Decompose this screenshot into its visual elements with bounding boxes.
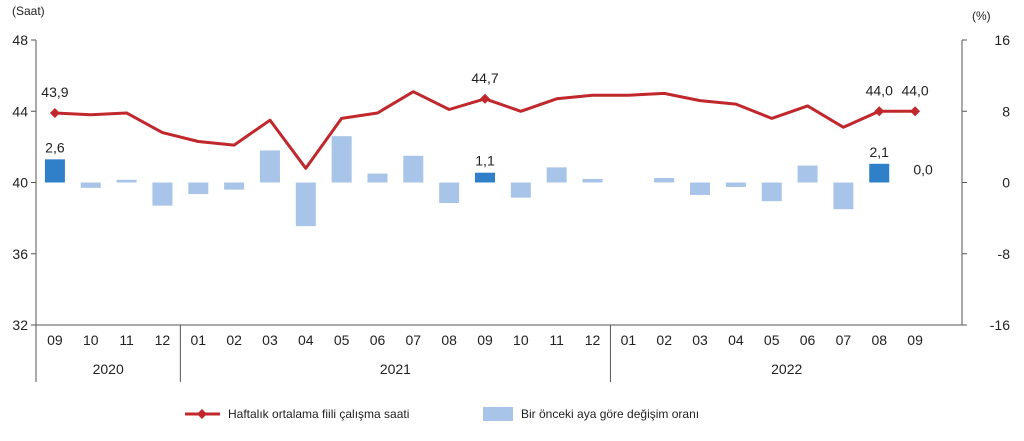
bar-data-label: 0,0	[913, 162, 933, 178]
x-tick-label: 04	[298, 332, 314, 348]
bar-data-label: 2,6	[45, 139, 65, 155]
x-tick-label: 12	[585, 332, 601, 348]
bar	[224, 182, 245, 190]
right-tick-label: -16	[990, 317, 1010, 333]
left-tick-label: 44	[12, 103, 28, 119]
x-tick-label: 06	[800, 332, 816, 348]
year-label: 2021	[380, 361, 411, 377]
x-tick-label: 10	[513, 332, 529, 348]
right-tick-label: 8	[1002, 103, 1010, 119]
legend: Haftalık ortalama fiili çalışma saati Bir…	[185, 407, 699, 421]
x-tick-label: 08	[441, 332, 457, 348]
bar	[259, 150, 280, 183]
bar-data-label: 2,1	[870, 144, 890, 160]
bar	[188, 182, 209, 195]
x-tick-label: 07	[836, 332, 852, 348]
legend-bar-swatch	[483, 407, 513, 421]
x-tick-label: 12	[155, 332, 171, 348]
left-tick-label: 40	[12, 175, 28, 191]
x-tick-label: 05	[334, 332, 350, 348]
line-data-label: 44,0	[901, 82, 928, 98]
bar	[510, 182, 531, 198]
bar	[44, 159, 65, 183]
line-marker	[874, 106, 885, 117]
bar	[439, 182, 460, 203]
bar	[116, 179, 137, 183]
left-tick-label: 36	[12, 246, 28, 262]
line-data-label: 43,9	[41, 84, 68, 100]
x-tick-label: 09	[477, 332, 493, 348]
bar	[546, 167, 567, 183]
x-tick-label: 02	[226, 332, 242, 348]
right-tick-label: 16	[994, 32, 1010, 48]
line-series	[49, 90, 921, 170]
x-tick-label: 09	[47, 332, 63, 348]
x-tick-label: 08	[871, 332, 887, 348]
bar	[761, 182, 782, 202]
x-tick-label: 03	[262, 332, 278, 348]
x-tick-label: 05	[764, 332, 780, 348]
bar	[295, 182, 316, 227]
line-data-label: 44,0	[866, 82, 893, 98]
legend-marker-swatch	[197, 409, 207, 419]
bar	[475, 172, 495, 183]
left-tick-label: 48	[12, 32, 28, 48]
x-tick-label: 04	[728, 332, 744, 348]
x-tick-label: 11	[119, 332, 134, 348]
line-marker	[480, 93, 490, 104]
x-tick-label: 07	[406, 332, 422, 348]
bar	[833, 182, 854, 210]
bar	[582, 178, 603, 183]
right-axis-label: (%)	[972, 9, 991, 23]
x-tick-label: 03	[692, 332, 708, 348]
legend-label-bar: Bir önceki aya göre değişim oranı	[521, 407, 699, 421]
x-tick-label: 01	[621, 332, 637, 348]
data-labels: 2,6 1,1 2,1 0,0 43,9 44,7 44,0 44,0	[41, 70, 933, 178]
x-tick-label: 02	[656, 332, 672, 348]
bar	[367, 173, 388, 183]
bar-series	[44, 136, 890, 227]
line-marker	[49, 108, 60, 119]
line-data-label: 44,7	[471, 70, 498, 86]
left-tick-label: 32	[12, 317, 28, 333]
line-marker	[910, 106, 921, 117]
legend-label-line: Haftalık ortalama fiili çalışma saati	[228, 407, 409, 421]
bar	[869, 163, 890, 183]
bar-data-label: 1,1	[475, 153, 495, 169]
bar	[80, 182, 101, 188]
x-tick-label: 01	[190, 332, 206, 348]
x-tick-label: 11	[549, 332, 564, 348]
left-axis-label: (Saat)	[12, 4, 45, 18]
right-tick-label: 0	[1002, 175, 1010, 191]
bar	[654, 178, 675, 183]
bar	[690, 182, 711, 195]
right-tick-label: -8	[998, 246, 1011, 262]
bar	[152, 182, 173, 206]
year-label: 2022	[771, 361, 802, 377]
bar	[403, 155, 424, 183]
bar	[725, 182, 746, 187]
year-label: 2020	[93, 361, 124, 377]
x-tick-label: 06	[370, 332, 386, 348]
x-tick-label: 09	[907, 332, 923, 348]
bar	[797, 165, 818, 183]
x-tick-label: 10	[83, 332, 99, 348]
bar	[331, 136, 352, 183]
